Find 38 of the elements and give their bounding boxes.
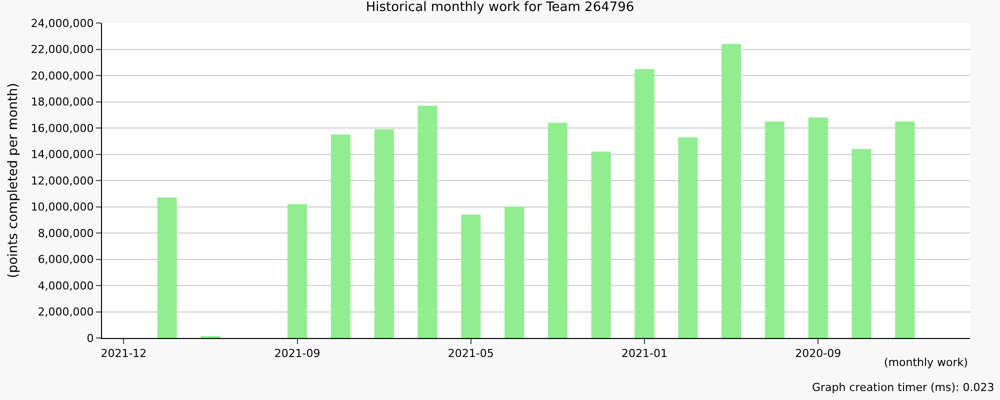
bar — [288, 204, 308, 338]
bar — [808, 118, 828, 338]
bar — [895, 121, 915, 338]
bar — [504, 206, 524, 338]
bar — [764, 121, 784, 338]
bar — [157, 198, 177, 338]
y-tick-label: 14,000,000 — [30, 148, 94, 162]
x-tick-label: 2021-05 — [448, 347, 494, 360]
y-tick-label: 24,000,000 — [30, 16, 94, 30]
y-tick-label: 10,000,000 — [30, 200, 94, 214]
y-tick-label: 12,000,000 — [30, 174, 94, 188]
chart-title: Historical monthly work for Team 264796 — [366, 0, 634, 16]
bar — [548, 122, 568, 338]
y-tick-label: 4,000,000 — [38, 279, 94, 292]
y-tick-label: 2,000,000 — [38, 306, 94, 319]
bar — [330, 134, 350, 338]
bar — [418, 106, 438, 338]
bar — [461, 214, 481, 338]
y-tick-label: 22,000,000 — [30, 43, 94, 56]
y-tick-label: 16,000,000 — [30, 122, 94, 135]
bar — [852, 149, 872, 338]
y-tick-label: 0 — [86, 332, 94, 345]
y-tick-label: 8,000,000 — [38, 226, 94, 240]
bar — [374, 129, 394, 338]
bar — [678, 137, 698, 338]
bar — [722, 44, 742, 338]
y-tick-label: 6,000,000 — [38, 253, 94, 266]
bar — [634, 68, 654, 338]
x-tick-label: 2021-09 — [274, 347, 320, 360]
x-tick-label: 2021-12 — [100, 347, 147, 360]
y-axis-title: (points completed per month) — [6, 82, 21, 278]
x-axis-title: (monthly work) — [884, 356, 968, 369]
y-tick-label: 20,000,000 — [30, 69, 94, 82]
x-tick-label: 2020-09 — [795, 347, 842, 360]
x-tick-label: 2021-01 — [622, 347, 668, 360]
text: Graph creation timer (ms): 0.023 — [812, 381, 994, 394]
y-tick-label: 18,000,000 — [30, 96, 94, 109]
bar — [591, 152, 611, 338]
